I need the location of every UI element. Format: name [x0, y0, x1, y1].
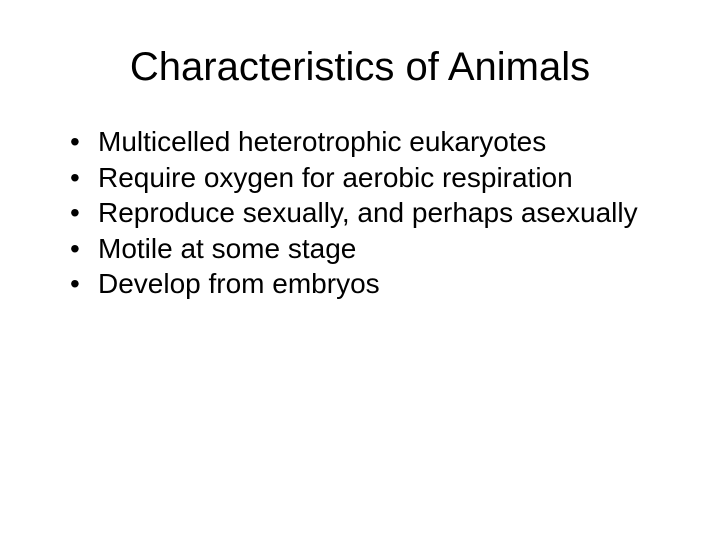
list-item: Multicelled heterotrophic eukaryotes [70, 125, 660, 159]
list-item: Reproduce sexually, and perhaps asexuall… [70, 196, 660, 230]
bullet-list: Multicelled heterotrophic eukaryotes Req… [60, 125, 660, 301]
slide-title: Characteristics of Animals [60, 45, 660, 90]
slide: Characteristics of Animals Multicelled h… [0, 0, 720, 540]
list-item: Develop from embryos [70, 267, 660, 301]
list-item: Motile at some stage [70, 232, 660, 266]
list-item: Require oxygen for aerobic respiration [70, 161, 660, 195]
